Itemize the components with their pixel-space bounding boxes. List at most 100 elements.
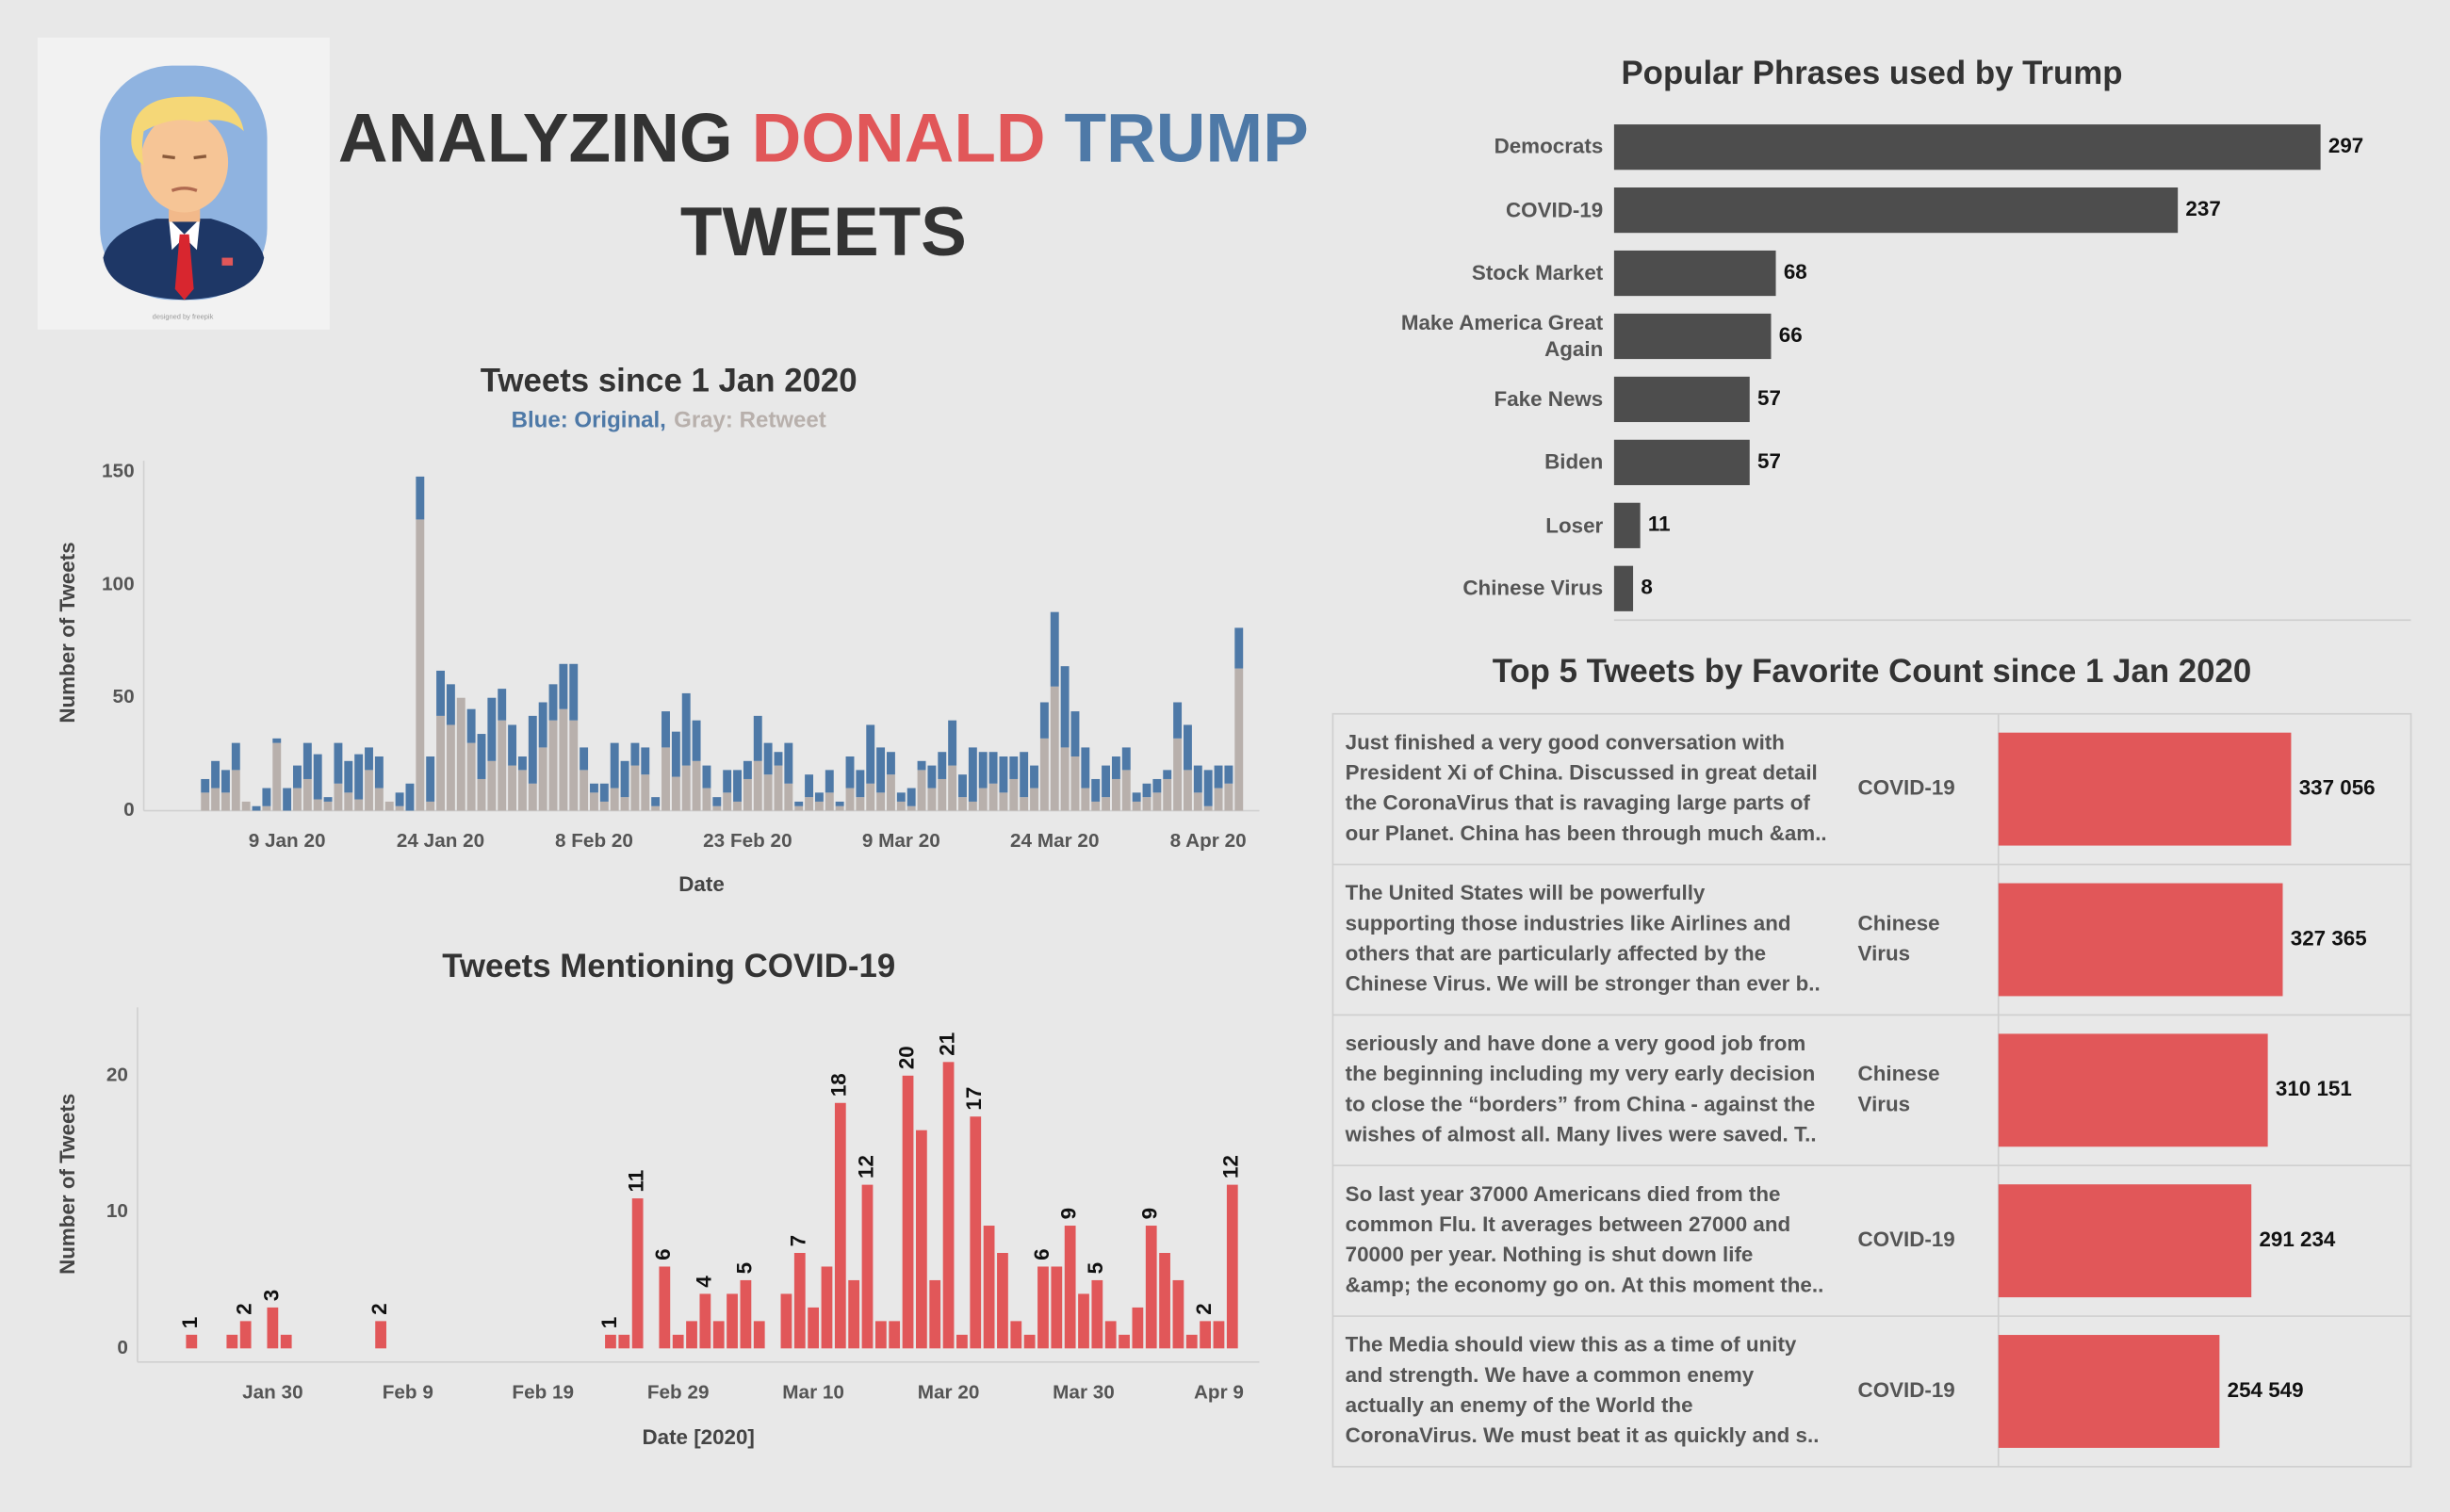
bar (1613, 439, 1750, 485)
bar-segment (753, 760, 762, 811)
bar-segment (784, 783, 793, 811)
bar-segment (538, 747, 547, 811)
main-title: ANALYZING DONALD TRUMP (338, 101, 1309, 177)
bar (915, 1130, 927, 1349)
data-label: 327 365 (2291, 926, 2367, 950)
bar-segment (354, 799, 364, 811)
bar-segment (262, 805, 271, 811)
x-tick-label: Mar 30 (1053, 1381, 1115, 1403)
data-label: 337 056 (2299, 776, 2376, 800)
bar-segment (313, 799, 322, 811)
bar-segment (580, 770, 589, 811)
bar-segment (1020, 752, 1029, 798)
bar-segment (1081, 747, 1090, 789)
bar-segment (1102, 797, 1111, 811)
category-label-box: Democrats (1494, 135, 1604, 159)
bar-segment (1214, 788, 1223, 811)
bar-segment (456, 697, 466, 811)
bar-segment (906, 805, 916, 811)
data-label: 1 (597, 1317, 621, 1328)
bar-segment (241, 801, 251, 811)
bar-segment (220, 770, 230, 793)
tweet-text: our Planet. China has been through much … (1346, 821, 1827, 845)
category-label: Democrats (1494, 135, 1604, 159)
bar-segment (477, 734, 486, 779)
bar-segment (508, 765, 517, 811)
bar-segment (252, 805, 261, 811)
bar (793, 1252, 806, 1349)
bar (712, 1321, 725, 1349)
bar-segment (845, 756, 855, 789)
bar-segment (999, 792, 1008, 811)
bar-segment (887, 752, 895, 775)
bar (956, 1334, 968, 1349)
tweet-text: Chinese Virus. We will be stronger than … (1346, 972, 1821, 996)
category-label-box: COVID-19 (1506, 198, 1603, 221)
x-tick-label: 24 Mar 20 (1010, 830, 1099, 852)
bar-segment (938, 752, 947, 779)
x-tick-label: 23 Feb 20 (703, 830, 792, 852)
bar-segment (988, 783, 998, 811)
bar (1078, 1293, 1089, 1349)
data-label: 6 (1030, 1248, 1054, 1260)
bar-segment (487, 760, 497, 811)
category-label-box: Loser (1545, 513, 1603, 537)
bar-segment (794, 801, 804, 806)
bar-segment (805, 774, 814, 798)
bar (753, 1321, 765, 1349)
legend-entry: Blue: Original, (512, 408, 666, 433)
bar-segment (866, 783, 875, 811)
bar-segment (466, 708, 476, 743)
flag-pin (221, 257, 234, 266)
data-label: 9 (1138, 1208, 1162, 1219)
hbar-chart: Popular Phrases used by Trump Democrats 29… (1401, 55, 2411, 622)
bar-segment (753, 715, 762, 761)
data-label: 5 (732, 1262, 756, 1274)
bar (1023, 1334, 1036, 1349)
bar-segment (876, 747, 886, 793)
category-label-box: Make America Great Again (1401, 311, 1603, 362)
category-label-box: Stock Market (1472, 261, 1603, 285)
bar-segment (569, 663, 579, 721)
data-label: 310 151 (2276, 1077, 2352, 1100)
hair (131, 96, 244, 166)
bar-segment (1070, 756, 1080, 811)
bar-segment (528, 715, 537, 784)
bar-segment (641, 774, 650, 811)
bar (1613, 502, 1641, 548)
bar-segment (723, 770, 732, 793)
y-tick-label: 20 (106, 1064, 128, 1085)
bar-segment (733, 801, 742, 811)
tweet-text: to close the “borders” from China - agai… (1346, 1092, 1816, 1115)
bar-segment (508, 724, 517, 766)
bar (970, 1116, 982, 1349)
bar-segment (1152, 778, 1162, 793)
bar-segment (1030, 788, 1038, 811)
tweet-text: others that are particularly affected by… (1346, 941, 1766, 965)
bar-segment (825, 792, 834, 811)
x-tick-label: 24 Jan 20 (397, 830, 484, 852)
bar (239, 1321, 252, 1349)
bar-segment (743, 760, 752, 779)
x-tick-label: 9 Mar 20 (862, 830, 940, 852)
bar-segment (825, 770, 834, 793)
data-label: 8 (1641, 576, 1652, 599)
bar-segment (283, 788, 292, 811)
bar-segment (293, 765, 302, 789)
bar-segment (814, 792, 824, 802)
data-label: 68 (1784, 260, 1807, 284)
bar (686, 1321, 697, 1349)
bar-segment (1050, 611, 1059, 687)
bar-segment (599, 801, 609, 811)
bar (1226, 1184, 1238, 1349)
x-axis-title: Date (678, 872, 725, 896)
bar-segment (641, 747, 650, 775)
bar-segment (958, 774, 967, 798)
y-tick-label: 10 (106, 1200, 128, 1222)
y-axis-title: Number of Tweets (56, 542, 79, 723)
tag: COVID-19 (1858, 1227, 1955, 1251)
tweet-text: wishes of almost all. Many lives were sa… (1345, 1122, 1817, 1146)
bar-segment (1152, 792, 1162, 811)
bar-segment (436, 670, 445, 716)
eyes (162, 154, 207, 160)
